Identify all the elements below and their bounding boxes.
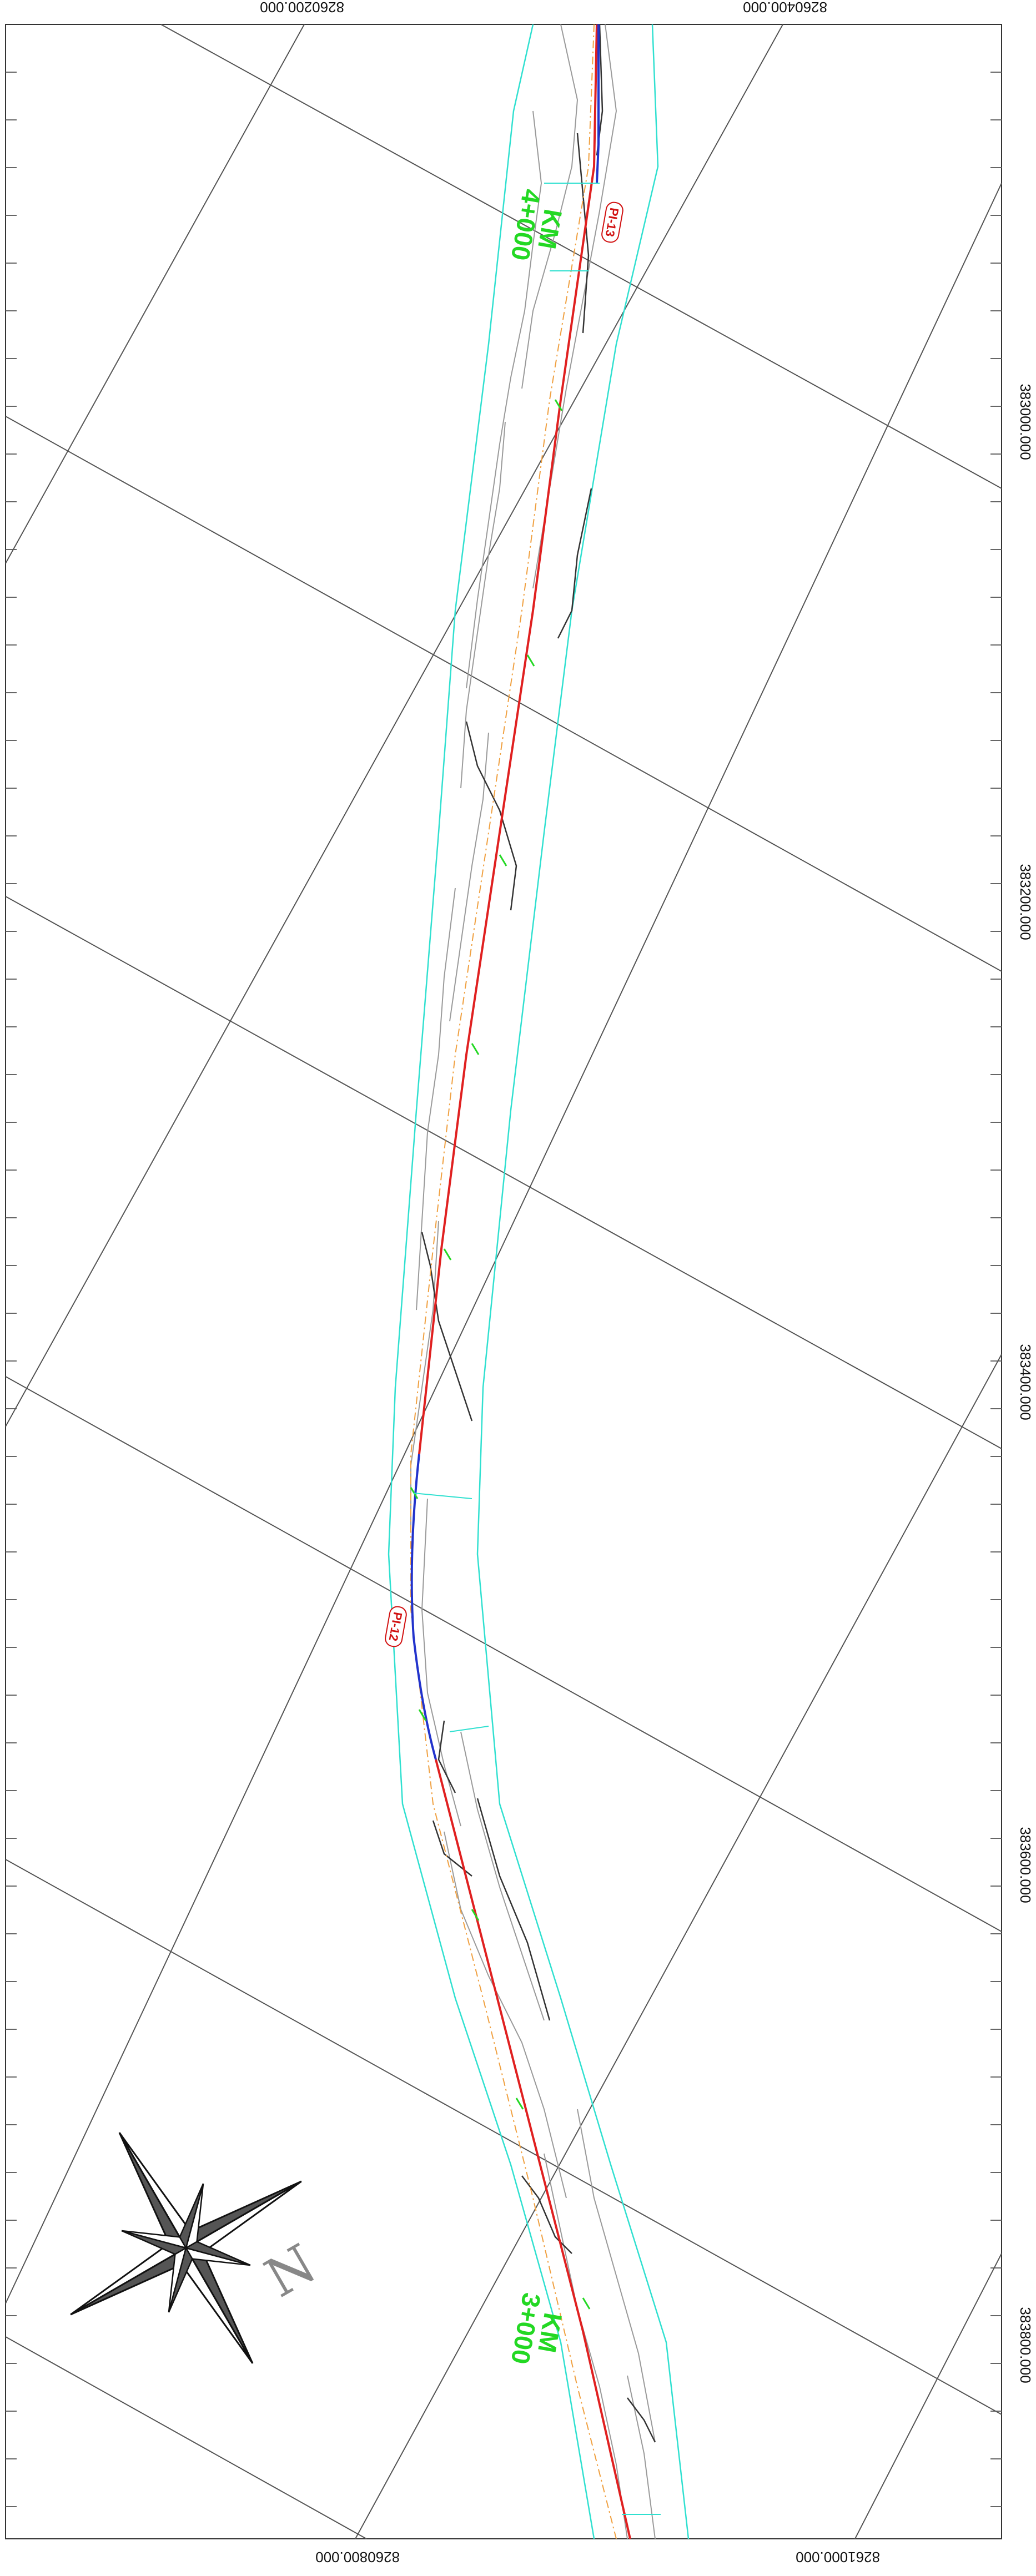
top-coord-2: 8260400.000 [743,0,827,16]
km-label-4000-km: KM [532,207,568,251]
right-coord-3: 383400.000 [1017,1344,1034,1420]
right-coord-5: 383800.000 [1017,2307,1034,2383]
terrain-edges [421,24,656,2443]
map-frame [5,24,1002,2539]
coordinate-grid [5,24,1002,2539]
bottom-coord-2: 8261000.000 [796,2549,880,2565]
pi-label-13: PI-13 [601,201,623,243]
frame-ticks [6,72,1002,2507]
km-label-3000: KM 3+000 [506,2291,568,2366]
right-coordinates: 383000.000 383200.000 383400.000 383600.… [1017,384,1034,2383]
curve-pi-13 [596,24,600,184]
pi-label-12: PI-12 [385,1606,407,1647]
right-coord-4: 383600.000 [1017,1827,1034,1903]
bottom-coord-1: 8260800.000 [315,2549,400,2565]
curve-pi-12 [410,1454,437,1760]
right-coord-1: 383000.000 [1017,384,1034,460]
road-alignment-south [435,1759,631,2539]
offset-line [410,24,617,2539]
top-coord-1: 8260200.000 [260,0,344,16]
curve-point-marks [413,183,661,2515]
road-alignment [418,24,598,1455]
right-coord-2: 383200.000 [1017,864,1034,940]
km-label-3000-km: KM [532,2311,568,2355]
corridor-boundary [388,24,690,2539]
compass-rose-icon [70,2132,302,2364]
top-coordinates: 8260200.000 8260400.000 [260,0,827,16]
bottom-coordinates: 8260800.000 8261000.000 [315,2549,880,2565]
